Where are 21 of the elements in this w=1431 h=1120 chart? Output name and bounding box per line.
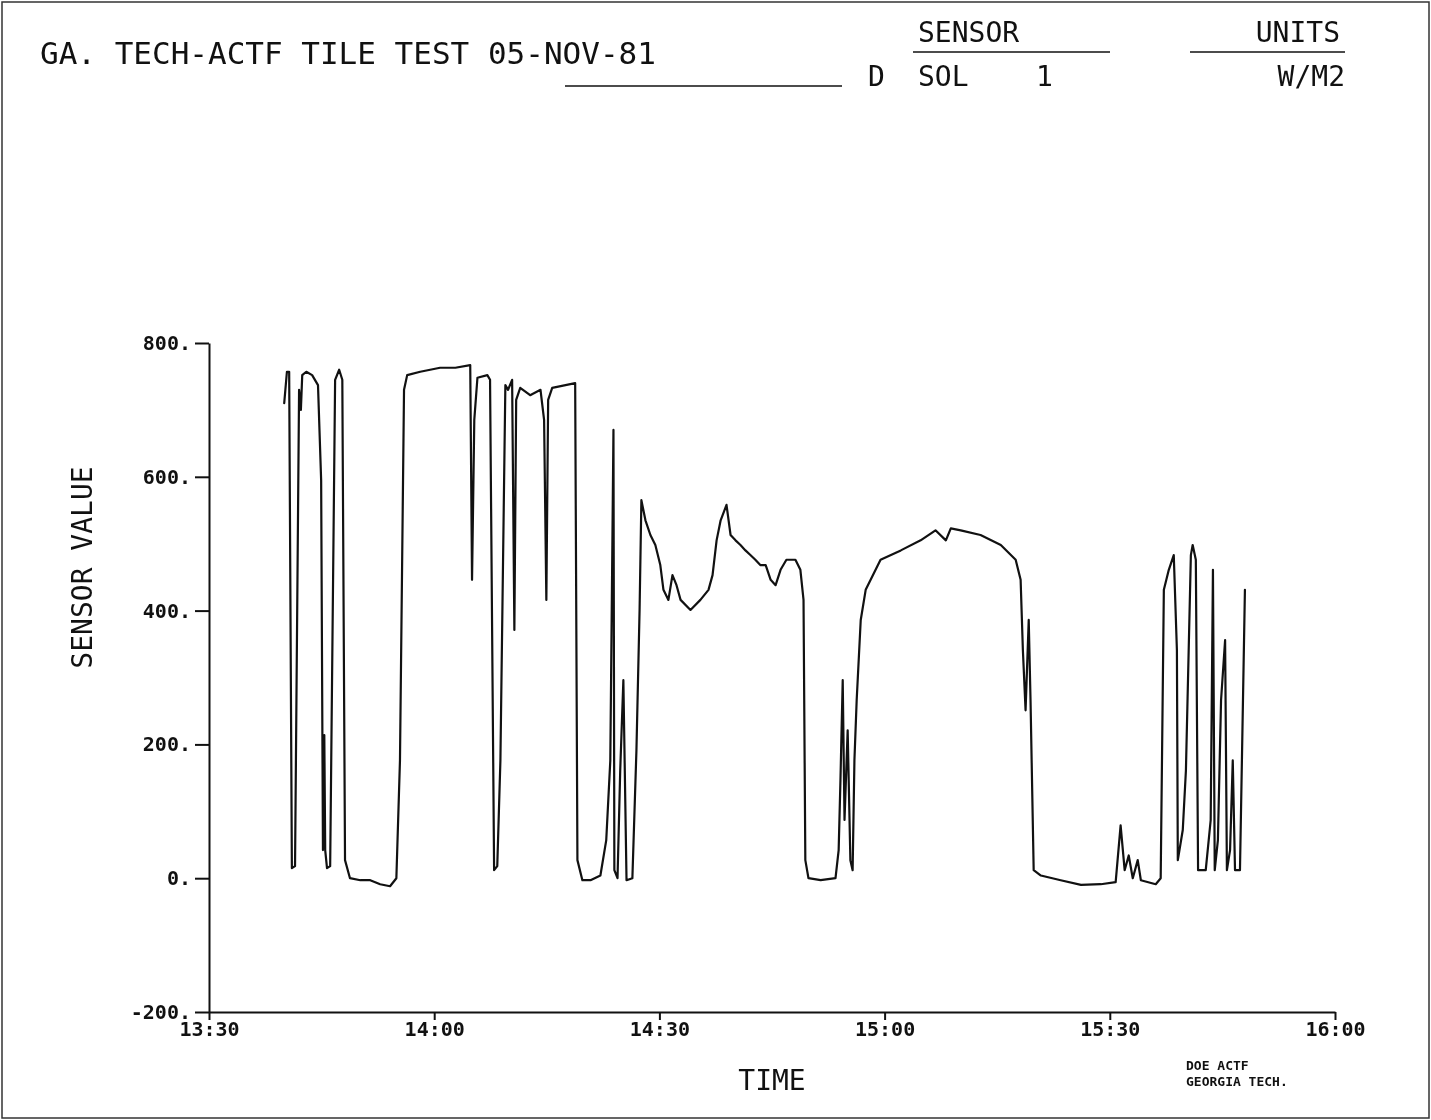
text: SENSOR: [918, 16, 1020, 49]
text: DOE ACTF: [1186, 1058, 1249, 1073]
y-tick-label: 600.: [142, 464, 191, 489]
text: SOL 1: [918, 60, 1053, 93]
y-tick-label: 0.: [166, 866, 191, 891]
y-axis-title: SENSOR VALUE: [66, 466, 99, 669]
y-tick-label: 400.: [142, 598, 191, 623]
x-axis-title: TIME: [738, 1064, 806, 1097]
y-tick-label: 800.: [142, 330, 191, 355]
chart-title: GA. TECH-ACTF TILE TEST 05-NOV-81: [40, 35, 656, 71]
x-tick-label: 15:00: [854, 1017, 916, 1042]
text: UNITS: [1255, 16, 1340, 49]
line-series: [283, 363, 1247, 888]
x-tick-label: 16:00: [1305, 1017, 1366, 1042]
x-tick-label: 14:00: [404, 1017, 465, 1042]
text: GEORGIA TECH.: [1186, 1074, 1288, 1089]
x-tick-label: 14:30: [629, 1017, 691, 1042]
x-tick-label: 15:30: [1080, 1017, 1141, 1042]
text: D: [868, 60, 885, 93]
y-tick-label: 200.: [142, 732, 191, 757]
text: W/M2: [1277, 60, 1345, 93]
